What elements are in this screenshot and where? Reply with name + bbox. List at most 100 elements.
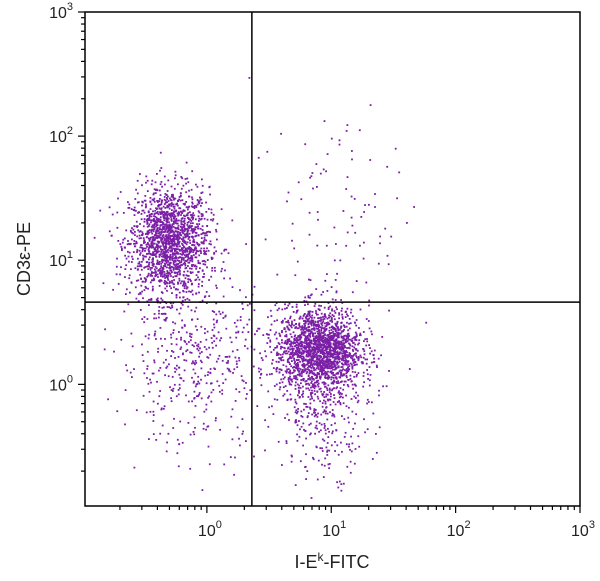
event-point	[203, 296, 206, 298]
event-point	[171, 281, 173, 284]
event-point	[173, 215, 176, 218]
event-point	[338, 312, 340, 314]
event-point	[280, 356, 282, 359]
event-point	[287, 378, 290, 381]
event-point	[314, 368, 317, 371]
event-point	[278, 343, 281, 345]
event-point	[156, 263, 158, 265]
event-point	[148, 223, 151, 226]
event-point	[329, 335, 332, 338]
event-point	[348, 355, 351, 358]
event-point	[327, 370, 329, 373]
event-point	[281, 330, 283, 332]
event-point	[289, 333, 292, 336]
event-point	[287, 380, 290, 383]
event-point	[362, 348, 364, 350]
event-point	[190, 272, 192, 274]
event-point	[220, 252, 223, 255]
event-point	[174, 242, 177, 245]
event-point	[323, 423, 326, 425]
event-point	[350, 356, 352, 359]
event-point	[294, 274, 297, 277]
event-point	[147, 233, 149, 236]
event-point	[309, 402, 312, 405]
event-point	[119, 273, 121, 276]
event-point	[353, 462, 356, 465]
event-point	[155, 189, 157, 191]
event-point	[295, 402, 298, 405]
event-point	[186, 259, 189, 261]
event-point	[315, 424, 318, 427]
event-point	[288, 353, 291, 356]
event-point	[310, 361, 313, 364]
event-point	[330, 382, 333, 385]
event-point	[330, 370, 332, 373]
event-point	[335, 243, 337, 245]
event-point	[197, 200, 200, 203]
event-point	[164, 238, 166, 240]
event-point	[185, 331, 188, 334]
event-point	[213, 340, 216, 343]
event-point	[203, 232, 206, 235]
event-point	[345, 334, 347, 337]
event-point	[185, 214, 188, 217]
event-point	[169, 258, 171, 261]
event-point	[163, 203, 166, 205]
event-point	[202, 263, 205, 265]
event-point	[318, 347, 321, 350]
event-point	[296, 362, 299, 364]
event-point	[310, 175, 313, 178]
event-point	[212, 318, 215, 321]
event-point	[187, 281, 190, 283]
event-point	[137, 257, 139, 260]
event-point	[335, 357, 338, 360]
event-point	[332, 372, 335, 374]
event-point	[207, 208, 210, 210]
event-point	[299, 360, 301, 363]
event-point	[349, 338, 352, 341]
event-point	[196, 318, 199, 320]
event-point	[328, 362, 331, 365]
event-point	[296, 378, 299, 381]
event-point	[413, 206, 415, 208]
event-point	[366, 338, 368, 340]
event-point	[161, 269, 164, 272]
event-point	[127, 242, 130, 245]
event-point	[215, 313, 218, 316]
event-point	[185, 201, 188, 203]
event-point	[176, 268, 178, 271]
event-point	[293, 247, 296, 250]
event-point	[316, 374, 318, 377]
event-point	[175, 218, 178, 221]
event-point	[289, 357, 291, 359]
event-point	[153, 228, 156, 231]
event-point	[173, 253, 176, 256]
event-point	[304, 331, 306, 334]
event-point	[159, 390, 161, 392]
event-point	[108, 206, 111, 209]
event-point	[353, 395, 356, 398]
event-point	[160, 208, 163, 211]
event-point	[306, 371, 309, 373]
event-point	[159, 169, 161, 172]
event-point	[282, 394, 285, 397]
event-point	[187, 261, 190, 264]
event-point	[316, 356, 319, 359]
event-point	[335, 353, 337, 356]
event-point	[328, 326, 331, 329]
event-point	[197, 250, 200, 253]
event-point	[188, 247, 191, 249]
event-point	[164, 217, 166, 219]
event-point	[156, 224, 159, 226]
event-point	[290, 343, 292, 346]
event-point	[142, 258, 145, 261]
event-point	[285, 440, 288, 442]
event-point	[197, 215, 200, 218]
event-point	[191, 248, 193, 251]
event-point	[348, 327, 351, 330]
event-point	[320, 338, 323, 341]
event-point	[350, 354, 353, 357]
event-point	[290, 454, 293, 457]
event-point	[152, 199, 155, 202]
event-point	[164, 235, 167, 238]
